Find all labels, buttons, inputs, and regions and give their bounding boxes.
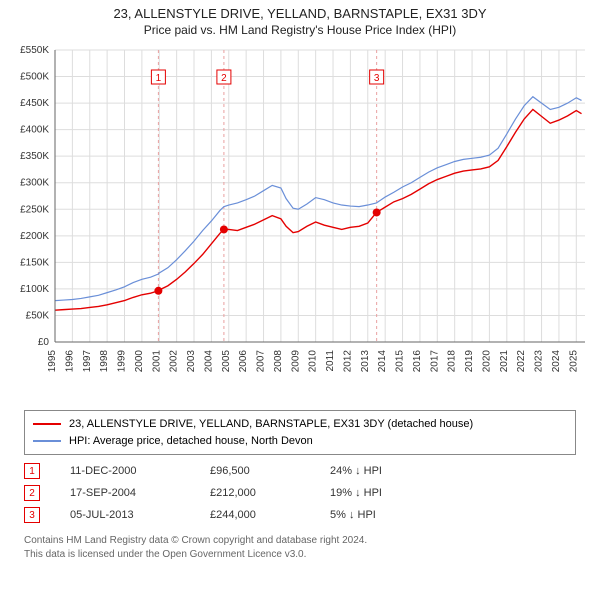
sale-date: 05-JUL-2013 xyxy=(70,509,210,521)
svg-text:2020: 2020 xyxy=(481,350,492,373)
svg-text:£400K: £400K xyxy=(20,125,49,136)
sale-price: £96,500 xyxy=(210,465,330,477)
svg-text:2007: 2007 xyxy=(256,350,267,373)
svg-text:1: 1 xyxy=(156,73,162,84)
sale-marker-icon: 1 xyxy=(24,463,40,479)
sale-date: 11-DEC-2000 xyxy=(70,465,210,477)
svg-text:£50K: £50K xyxy=(26,310,50,321)
svg-text:3: 3 xyxy=(374,73,380,84)
svg-text:£550K: £550K xyxy=(20,45,49,56)
svg-text:2012: 2012 xyxy=(342,350,353,373)
svg-text:1999: 1999 xyxy=(117,350,128,373)
svg-text:2023: 2023 xyxy=(534,350,545,373)
sale-marker-icon: 2 xyxy=(24,485,40,501)
svg-text:2018: 2018 xyxy=(447,350,458,373)
sale-row: 3 05-JUL-2013 £244,000 5% ↓ HPI xyxy=(24,504,450,526)
svg-text:2002: 2002 xyxy=(169,350,180,373)
svg-text:2000: 2000 xyxy=(134,350,145,373)
legend-label: HPI: Average price, detached house, Nort… xyxy=(69,433,313,450)
svg-text:2025: 2025 xyxy=(568,350,579,373)
sale-row: 2 17-SEP-2004 £212,000 19% ↓ HPI xyxy=(24,482,450,504)
svg-text:2008: 2008 xyxy=(273,350,284,373)
svg-text:2016: 2016 xyxy=(412,350,423,373)
footer-line: Contains HM Land Registry data © Crown c… xyxy=(24,534,576,548)
legend: 23, ALLENSTYLE DRIVE, YELLAND, BARNSTAPL… xyxy=(24,410,576,455)
sale-delta: 5% ↓ HPI xyxy=(330,509,450,521)
svg-text:2009: 2009 xyxy=(290,350,301,373)
svg-text:2017: 2017 xyxy=(429,350,440,373)
sale-price: £212,000 xyxy=(210,487,330,499)
footer: Contains HM Land Registry data © Crown c… xyxy=(24,534,576,561)
svg-text:2001: 2001 xyxy=(151,350,162,373)
chart-area: £0 £50K £100K £150K £200K £250K £300K £350K £400… xyxy=(0,42,600,402)
svg-text:2004: 2004 xyxy=(203,350,214,373)
svg-text:1998: 1998 xyxy=(99,350,110,373)
chart-svg: £0 £50K £100K £150K £200K £250K £300K £350K £400… xyxy=(0,42,600,402)
sales-table: 1 11-DEC-2000 £96,500 24% ↓ HPI 2 17-SEP… xyxy=(24,460,450,526)
svg-text:1997: 1997 xyxy=(82,350,93,373)
legend-row: 23, ALLENSTYLE DRIVE, YELLAND, BARNSTAPL… xyxy=(33,416,567,433)
svg-text:2019: 2019 xyxy=(464,350,475,373)
sale-marker-icon: 3 xyxy=(24,507,40,523)
sale-date: 17-SEP-2004 xyxy=(70,487,210,499)
svg-text:£300K: £300K xyxy=(20,178,49,189)
svg-text:2010: 2010 xyxy=(308,350,319,373)
svg-text:2006: 2006 xyxy=(238,350,249,373)
legend-row: HPI: Average price, detached house, Nort… xyxy=(33,433,567,450)
svg-text:2014: 2014 xyxy=(377,350,388,373)
svg-text:£150K: £150K xyxy=(20,257,49,268)
legend-swatch xyxy=(33,440,61,442)
svg-text:2: 2 xyxy=(221,73,227,84)
sale-delta: 19% ↓ HPI xyxy=(330,487,450,499)
title-block: 23, ALLENSTYLE DRIVE, YELLAND, BARNSTAPL… xyxy=(0,0,600,37)
svg-text:£350K: £350K xyxy=(20,151,49,162)
chart-container: 23, ALLENSTYLE DRIVE, YELLAND, BARNSTAPL… xyxy=(0,0,600,590)
title-subtitle: Price paid vs. HM Land Registry's House … xyxy=(0,23,600,37)
svg-text:£200K: £200K xyxy=(20,231,49,242)
svg-text:£250K: £250K xyxy=(20,204,49,215)
svg-text:£100K: £100K xyxy=(20,284,49,295)
svg-text:£0: £0 xyxy=(38,337,50,348)
sale-row: 1 11-DEC-2000 £96,500 24% ↓ HPI xyxy=(24,460,450,482)
svg-text:£500K: £500K xyxy=(20,72,49,83)
svg-text:2013: 2013 xyxy=(360,350,371,373)
svg-text:2021: 2021 xyxy=(499,350,510,373)
sale-price: £244,000 xyxy=(210,509,330,521)
svg-text:2015: 2015 xyxy=(395,350,406,373)
footer-line: This data is licensed under the Open Gov… xyxy=(24,548,576,562)
svg-text:2024: 2024 xyxy=(551,350,562,373)
svg-text:2011: 2011 xyxy=(325,350,336,372)
legend-label: 23, ALLENSTYLE DRIVE, YELLAND, BARNSTAPL… xyxy=(69,416,473,433)
sale-delta: 24% ↓ HPI xyxy=(330,465,450,477)
svg-text:2003: 2003 xyxy=(186,350,197,373)
svg-text:1996: 1996 xyxy=(64,350,75,373)
title-address: 23, ALLENSTYLE DRIVE, YELLAND, BARNSTAPL… xyxy=(0,6,600,21)
legend-swatch xyxy=(33,423,61,425)
svg-text:2022: 2022 xyxy=(516,350,527,373)
svg-text:£450K: £450K xyxy=(20,98,49,109)
svg-text:2005: 2005 xyxy=(221,350,232,373)
svg-text:1995: 1995 xyxy=(47,350,58,373)
